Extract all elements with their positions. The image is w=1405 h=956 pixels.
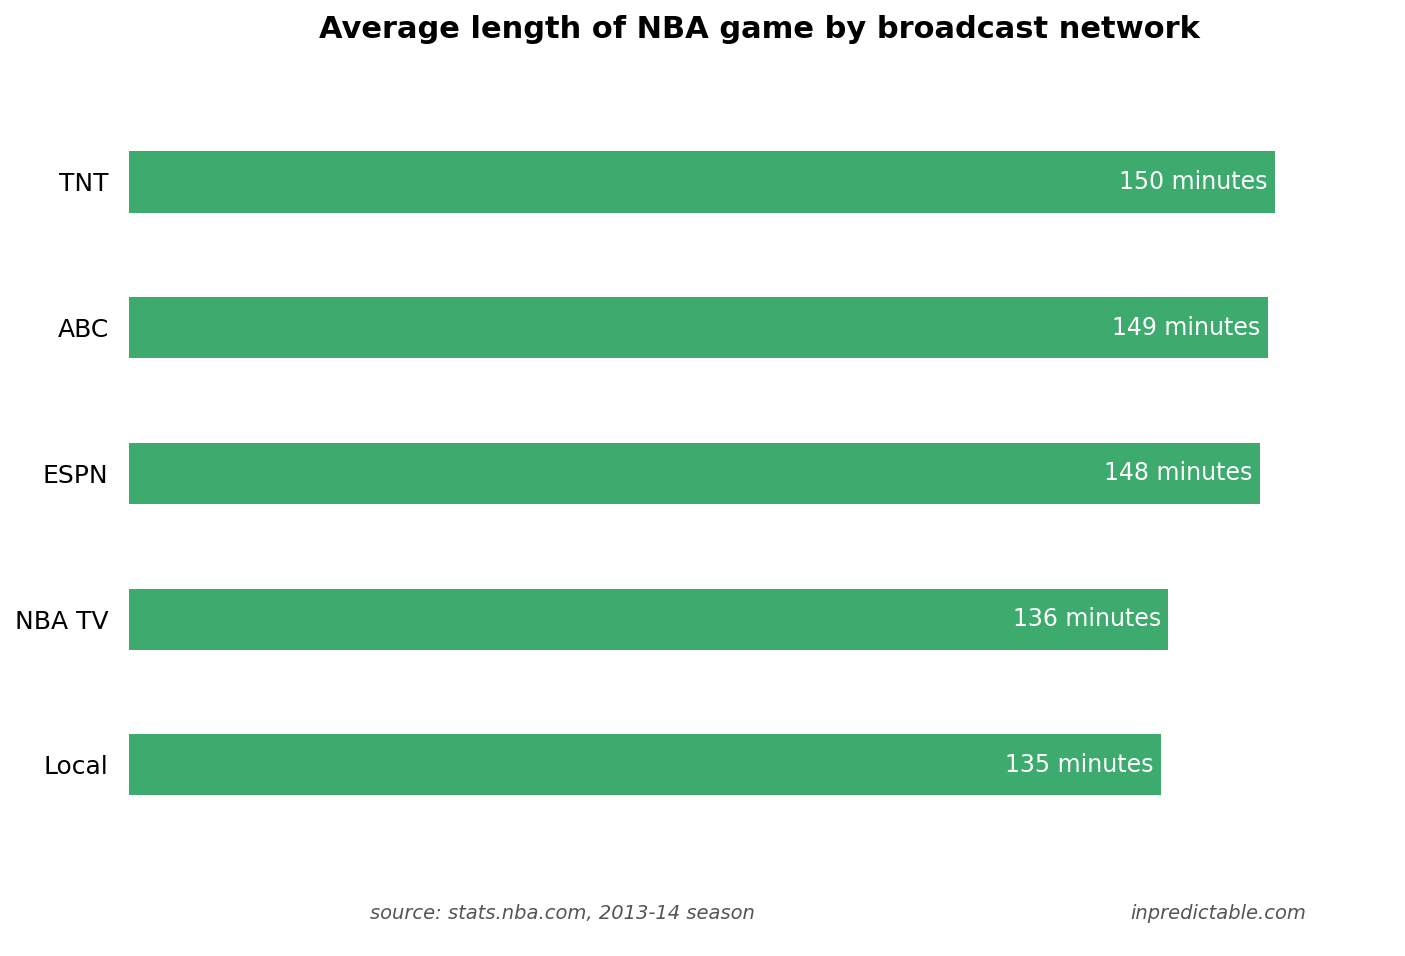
- Text: 150 minutes: 150 minutes: [1120, 170, 1267, 194]
- Bar: [129, 734, 1161, 795]
- Text: inpredictable.com: inpredictable.com: [1131, 903, 1307, 923]
- Text: 135 minutes: 135 minutes: [1005, 752, 1154, 777]
- Text: 136 minutes: 136 minutes: [1013, 607, 1161, 631]
- Bar: [129, 443, 1260, 504]
- Bar: [129, 297, 1267, 358]
- Bar: [129, 589, 1169, 650]
- Bar: [129, 151, 1276, 212]
- Title: Average length of NBA game by broadcast network: Average length of NBA game by broadcast …: [319, 15, 1200, 44]
- Text: source: stats.nba.com, 2013-14 season: source: stats.nba.com, 2013-14 season: [370, 903, 754, 923]
- Text: 148 minutes: 148 minutes: [1104, 462, 1252, 486]
- Text: 149 minutes: 149 minutes: [1111, 315, 1260, 339]
